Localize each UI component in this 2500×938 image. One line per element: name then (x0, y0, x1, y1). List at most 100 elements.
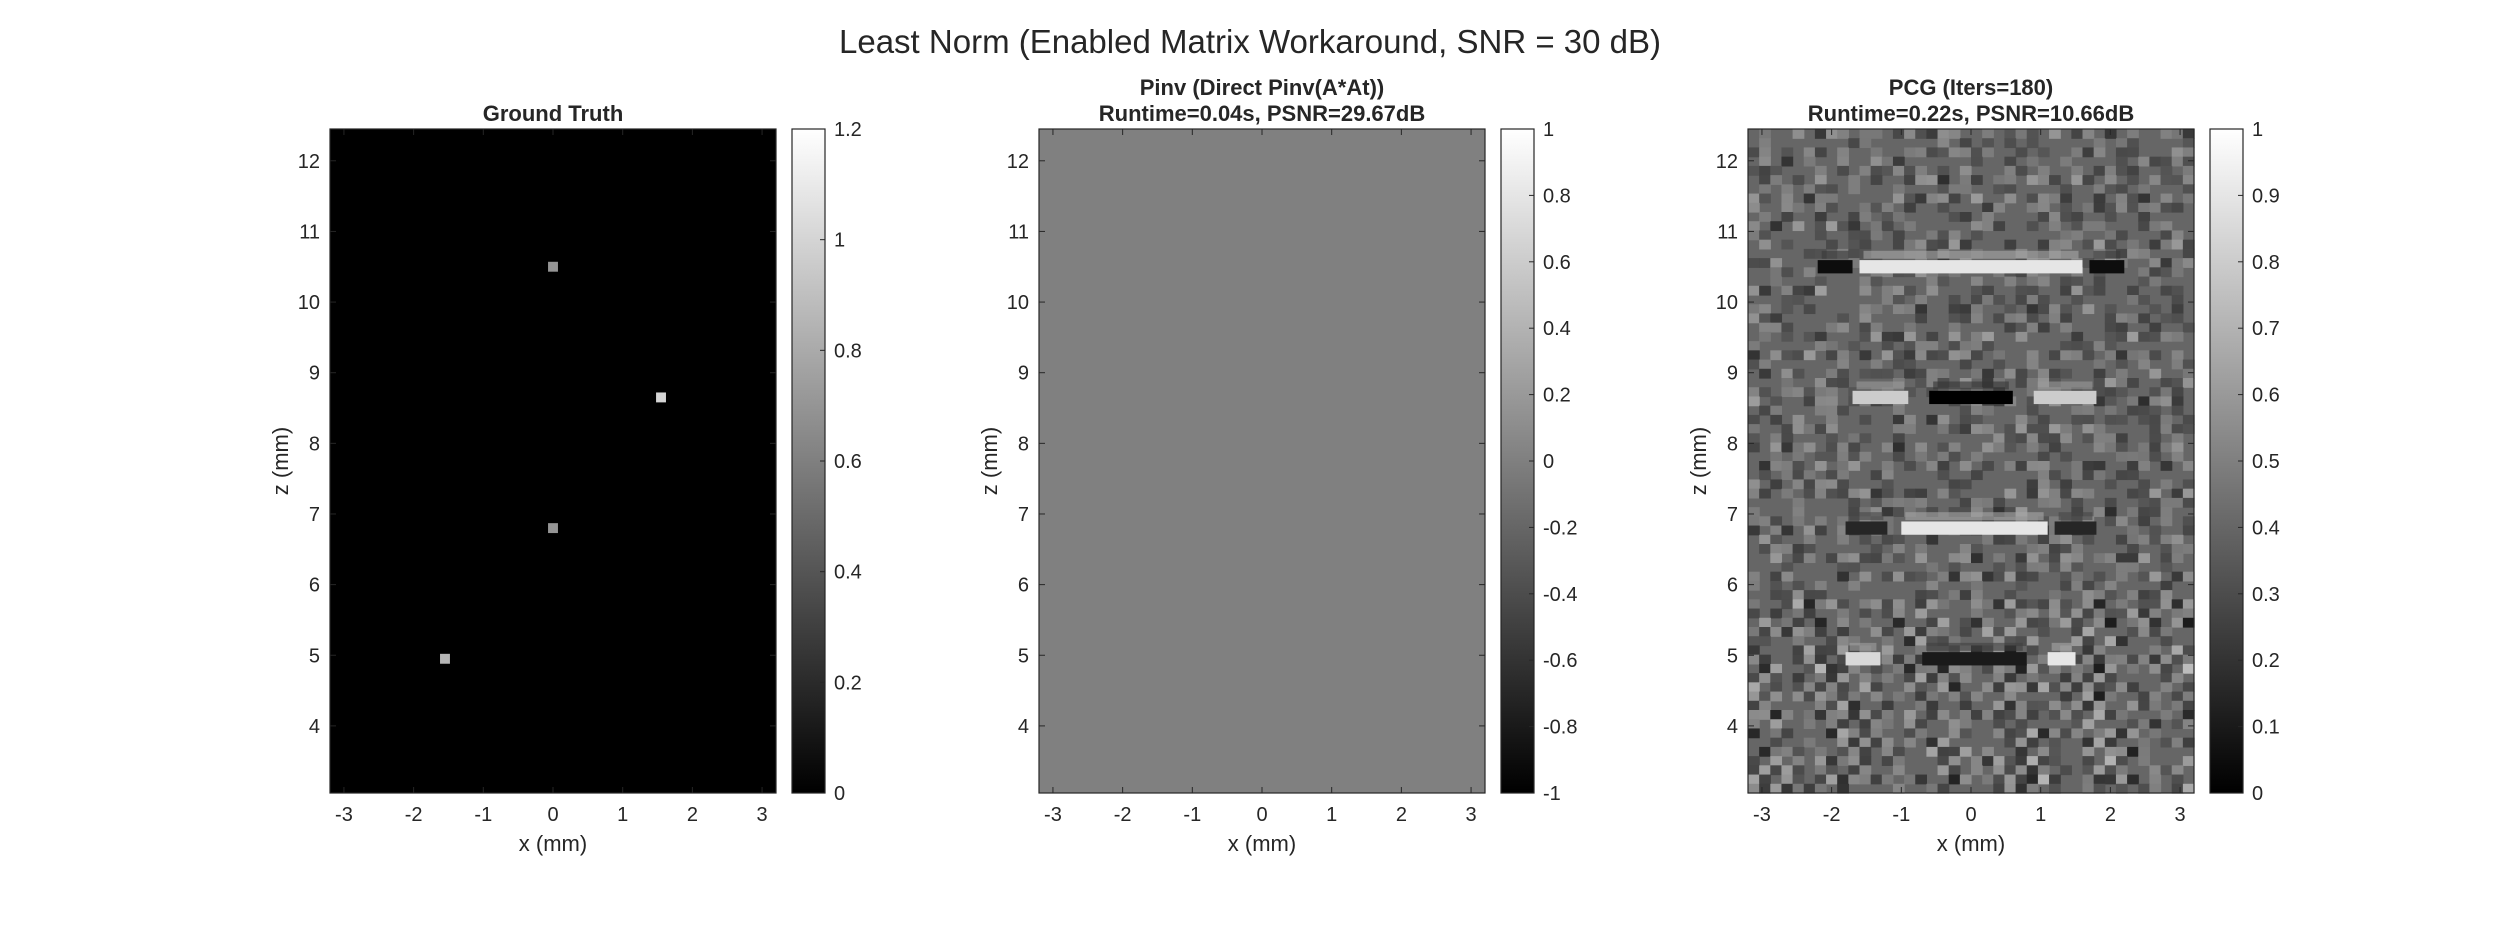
texture-cell (2171, 544, 2184, 554)
texture-cell (1837, 129, 1849, 139)
texture-cell (1792, 580, 1805, 591)
texture-cell (1926, 710, 1939, 720)
texture-cell (2071, 488, 2084, 499)
texture-cell (2115, 756, 2128, 766)
texture-cell (1781, 295, 1794, 305)
texture-cell (2115, 230, 2128, 241)
texture-cell (2082, 304, 2095, 315)
texture-cell (1803, 719, 1816, 730)
texture-cell (2082, 516, 2095, 527)
texture-cell (1926, 175, 1939, 185)
y-tick-label: 6 (309, 575, 320, 597)
texture-cell (2127, 774, 2139, 785)
texture-cell (2037, 562, 2050, 573)
texture-cell (1814, 212, 1827, 222)
texture-cell (1814, 673, 1827, 683)
texture-cell (2093, 193, 2106, 204)
texture-cell (1904, 193, 1916, 204)
texture-cell (1870, 322, 1883, 333)
texture-cell (2127, 129, 2139, 139)
texture-cell (2037, 654, 2050, 665)
texture-cell (1982, 424, 1994, 434)
texture-cell (1948, 562, 1961, 573)
texture-cell (2015, 378, 2028, 388)
texture-cell (1870, 230, 1883, 241)
texture-cell (2026, 608, 2039, 619)
texture-cell (2037, 433, 2050, 444)
texture-cell (1937, 165, 1950, 176)
texture-cell (2015, 295, 2028, 305)
texture-cell (1971, 285, 1983, 296)
texture-cell (2093, 239, 2106, 250)
texture-cell (2160, 239, 2173, 250)
texture-cell (1926, 414, 1939, 425)
y-tick-label: 10 (1716, 292, 1738, 314)
texture-cell (2015, 636, 2028, 647)
texture-cell (1814, 700, 1827, 711)
texture-cell (1781, 774, 1794, 785)
texture-cell (2160, 507, 2173, 517)
texture-cell (1959, 663, 1972, 674)
texture-cell (2138, 313, 2150, 324)
texture-cell (2060, 534, 2072, 545)
y-tick-label: 6 (1727, 575, 1738, 597)
texture-cell (2104, 673, 2117, 683)
texture-cell (2182, 138, 2195, 149)
texture-cell (1959, 304, 1972, 315)
texture-cell (2071, 285, 2084, 296)
texture-cell (1759, 405, 1771, 416)
texture-cell (2182, 645, 2195, 656)
texture-cell (1792, 285, 1805, 296)
texture-cell (1881, 654, 1894, 665)
texture-cell (1792, 350, 1805, 361)
texture-cell (2127, 719, 2139, 730)
texture-cell (1781, 184, 1794, 195)
texture-cell (1881, 571, 1894, 582)
texture-cell (1915, 700, 1927, 711)
texture-cell (2004, 239, 2017, 250)
artifact-halo (2058, 512, 2093, 521)
texture-cell (2149, 774, 2162, 785)
texture-cell (2171, 673, 2184, 683)
texture-cell (2127, 405, 2139, 416)
texture-cell (1792, 368, 1805, 379)
texture-cell (1792, 783, 1805, 794)
texture-cell (1803, 184, 1816, 195)
texture-cell (1993, 175, 2006, 185)
texture-cell (1826, 322, 1838, 333)
texture-cell (2160, 534, 2173, 545)
texture-cell (1781, 378, 1794, 388)
texture-cell (1904, 461, 1916, 471)
texture-cell (2171, 774, 2184, 785)
colorbar-tick-label: 0.6 (2252, 385, 2280, 407)
texture-cell (1792, 590, 1805, 600)
texture-cell (2026, 562, 2039, 573)
texture-cell (1859, 331, 1872, 342)
texture-cell (2026, 378, 2039, 388)
texture-cell (2138, 534, 2150, 545)
texture-cell (1748, 599, 1760, 610)
texture-cell (2093, 599, 2106, 610)
texture-cell (1959, 184, 1972, 195)
texture-cell (2138, 451, 2150, 462)
texture-cell (1759, 783, 1771, 794)
texture-cell (1915, 175, 1927, 185)
texture-cell (1837, 165, 1849, 176)
texture-cell (2149, 599, 2162, 610)
texture-cell (1792, 221, 1805, 232)
x-tick-label: 3 (1466, 804, 1477, 826)
texture-cell (1904, 571, 1916, 582)
texture-cell (1803, 553, 1816, 564)
texture-cell (1971, 691, 1983, 702)
texture-cell (2104, 710, 2117, 720)
texture-cell (2004, 774, 2017, 785)
texture-cell (1814, 175, 1827, 185)
texture-cell (2037, 322, 2050, 333)
texture-cell (1959, 313, 1972, 324)
texture-cell (2071, 230, 2084, 241)
texture-cell (2104, 590, 2117, 600)
texture-cell (2093, 276, 2106, 287)
texture-cell (2182, 700, 2195, 711)
texture-cell (1792, 295, 1805, 305)
texture-cell (2015, 571, 2028, 582)
